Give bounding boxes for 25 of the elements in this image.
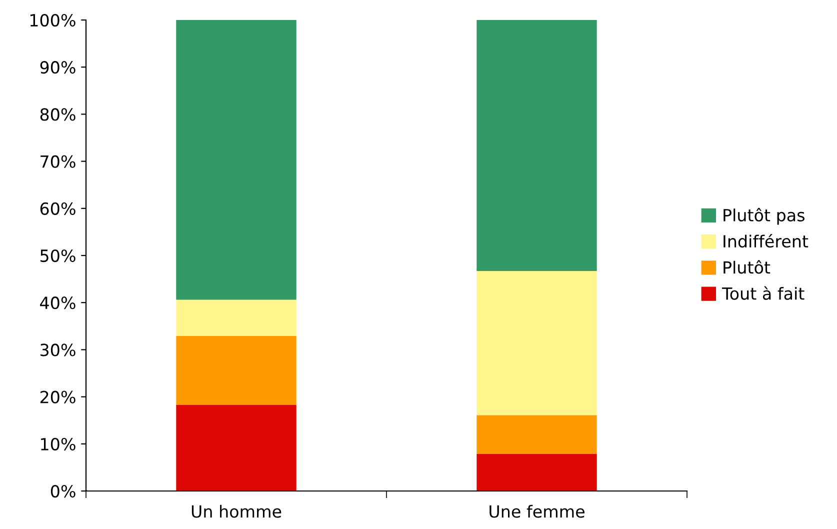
y-tick-label: 30% — [40, 344, 76, 356]
x-tick-label: Un homme — [192, 504, 282, 518]
y-tick-label: 80% — [40, 108, 76, 121]
bar — [476, 415, 597, 454]
y-tick-label: 60% — [40, 202, 76, 215]
bar — [476, 271, 597, 416]
y-tick-label: 100% — [30, 14, 76, 27]
bar — [176, 336, 296, 405]
legend-label: Plutôt pas — [724, 208, 804, 225]
bar — [176, 20, 296, 300]
y-tick-label: 50% — [40, 249, 76, 262]
legend-label: Tout à fait — [722, 286, 804, 300]
y-tick-label: 90% — [40, 61, 76, 74]
y-tick-label: 70% — [40, 155, 76, 168]
y-tick-label: 40% — [40, 296, 76, 310]
x-tick-label: Une femme — [490, 504, 584, 518]
legend-label: Plutôt — [724, 260, 770, 274]
bar — [476, 454, 597, 491]
y-tick-label: 20% — [40, 390, 76, 404]
y-tick-label: 10% — [41, 438, 76, 450]
y-tick-label: 0% — [50, 484, 76, 498]
bar — [176, 404, 296, 491]
bar — [476, 20, 597, 272]
legend-label: Indifférent — [724, 234, 808, 248]
bar — [176, 300, 296, 336]
